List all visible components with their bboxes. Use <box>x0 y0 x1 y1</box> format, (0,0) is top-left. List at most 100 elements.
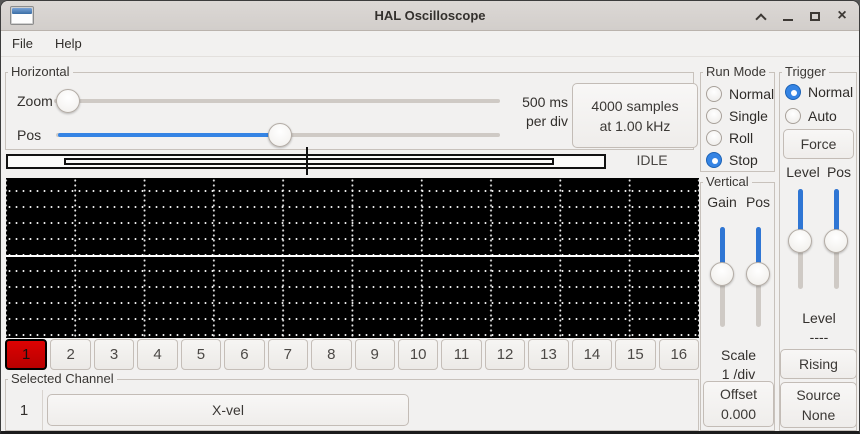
pos-slider-fill <box>58 133 284 137</box>
channel-button-10[interactable]: 10 <box>397 339 439 370</box>
samples-line: 4000 samples <box>591 97 679 114</box>
channel-button-12[interactable]: 12 <box>484 339 526 370</box>
vertical-gain-slider[interactable] <box>710 223 734 333</box>
trigger-group: Trigger Normal Auto Force Level Pos Leve… <box>779 64 857 431</box>
channel-button-1[interactable]: 1 <box>5 339 48 370</box>
chevron-up-icon <box>755 13 767 25</box>
channel-button-7[interactable]: 7 <box>267 339 309 370</box>
trigger-option-normal[interactable]: Normal <box>785 82 853 102</box>
offset-line1: Offset <box>719 386 758 402</box>
pos-slider-label: Pos <box>17 127 42 143</box>
rate-line: at 1.00 kHz <box>599 117 671 134</box>
horizontal-zoom-slider[interactable] <box>54 89 500 113</box>
trigger-pos-slider-label: Pos <box>826 164 852 180</box>
menu-help[interactable]: Help <box>54 36 82 51</box>
channel-button-14[interactable]: 14 <box>571 339 613 370</box>
horizontal-group-title: Horizontal <box>8 64 73 79</box>
horizontal-pos-slider[interactable] <box>56 123 500 147</box>
slider-fill <box>756 227 761 274</box>
vertical-gain-label: Gain <box>707 194 737 210</box>
time-per-div-readout: 500 ms per div <box>506 93 568 131</box>
run-mode-option-stop[interactable]: Stop <box>706 150 758 170</box>
channel-button-6[interactable]: 6 <box>224 339 265 370</box>
zoom-slider-handle[interactable] <box>56 89 80 113</box>
time-per-div-line1: 500 ms <box>522 94 568 110</box>
trigger-level-handle[interactable] <box>788 229 812 253</box>
menu-bar: File Help <box>1 31 859 57</box>
window-icon <box>10 6 34 25</box>
trigger-level-readout-value: ---- <box>809 329 829 345</box>
trigger-level-slider-label: Level <box>786 164 820 180</box>
trigger-pos-slider[interactable] <box>824 185 848 295</box>
channel-button-4[interactable]: 4 <box>137 339 178 370</box>
channel-button-11[interactable]: 11 <box>441 339 482 370</box>
vertical-pos-handle[interactable] <box>746 262 770 286</box>
radio-icon <box>706 152 722 168</box>
scope-display[interactable] <box>6 178 699 338</box>
run-mode-group: Run Mode Normal Single Roll Stop <box>700 64 775 172</box>
channel-button-8[interactable]: 8 <box>311 339 352 370</box>
pos-slider-handle[interactable] <box>268 123 292 147</box>
run-mode-option-roll[interactable]: Roll <box>706 128 753 148</box>
window-title: HAL Oscilloscope <box>374 8 486 23</box>
horizontal-group: Horizontal <box>5 64 694 150</box>
channel-button-2[interactable]: 2 <box>50 339 91 370</box>
menu-file[interactable]: File <box>12 36 33 51</box>
radio-icon <box>785 84 801 100</box>
record-view-window <box>64 158 554 165</box>
minimize-icon <box>783 19 793 21</box>
selected-channel-title: Selected Channel <box>8 371 117 386</box>
run-mode-option-single[interactable]: Single <box>706 106 768 126</box>
radio-icon <box>706 86 722 102</box>
channel-button-row: 1 2 3 4 5 6 7 8 9 10 11 12 13 14 15 16 <box>5 339 699 370</box>
slider-fill <box>798 189 803 239</box>
vertical-pos-slider[interactable] <box>746 223 770 333</box>
samples-rate-button[interactable]: 4000 samples at 1.00 kHz <box>572 83 698 148</box>
channel-trace <box>6 255 699 257</box>
close-button[interactable]: × <box>833 7 851 25</box>
channel-button-16[interactable]: 16 <box>658 339 699 370</box>
maximize-button[interactable] <box>806 7 824 25</box>
minimize-button[interactable] <box>779 7 797 25</box>
channel-button-15[interactable]: 15 <box>615 339 656 370</box>
vertical-scale-value: 1 /div <box>721 366 756 382</box>
vertical-title: Vertical <box>703 174 752 189</box>
slider-fill <box>834 189 839 239</box>
zoom-slider-track <box>54 99 500 103</box>
channel-button-3[interactable]: 3 <box>93 339 135 370</box>
run-mode-option-normal[interactable]: Normal <box>706 84 774 104</box>
maximize-icon <box>810 12 820 21</box>
record-position-marker <box>306 147 308 175</box>
radio-icon <box>706 108 722 124</box>
channel-button-5[interactable]: 5 <box>180 339 222 370</box>
shade-button[interactable] <box>752 7 770 25</box>
selected-channel-group: Selected Channel 1 X-vel <box>5 371 699 431</box>
time-per-div-line2: per div <box>525 113 568 129</box>
vertical-scale-label: Scale <box>720 347 757 363</box>
channel-name-button[interactable]: X-vel <box>47 394 409 426</box>
source-line2: None <box>801 407 836 423</box>
offset-line2: 0.000 <box>720 406 757 422</box>
channel-button-9[interactable]: 9 <box>354 339 395 370</box>
run-mode-title: Run Mode <box>703 64 769 79</box>
close-icon: × <box>837 7 847 24</box>
zoom-slider-label: Zoom <box>17 93 53 109</box>
trigger-source-button[interactable]: Source None <box>780 382 857 428</box>
trigger-pos-handle[interactable] <box>824 229 848 253</box>
source-line1: Source <box>796 387 841 403</box>
trigger-option-auto[interactable]: Auto <box>785 106 837 126</box>
vertical-gain-handle[interactable] <box>710 262 734 286</box>
acquisition-status: IDLE <box>636 152 668 168</box>
vertical-group: Vertical Gain Pos Scale 1 /div Offset 0.… <box>700 174 775 431</box>
slider-fill <box>720 227 725 274</box>
vertical-offset-button[interactable]: Offset 0.000 <box>703 381 774 427</box>
channel-button-13[interactable]: 13 <box>528 339 569 370</box>
force-button[interactable]: Force <box>783 129 854 159</box>
trigger-level-slider[interactable] <box>788 185 812 295</box>
trigger-edge-button[interactable]: Rising <box>780 349 857 379</box>
trigger-title: Trigger <box>782 64 829 79</box>
vertical-pos-label: Pos <box>745 194 771 210</box>
radio-icon <box>706 130 722 146</box>
radio-icon <box>785 108 801 124</box>
